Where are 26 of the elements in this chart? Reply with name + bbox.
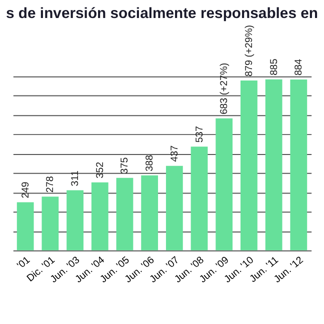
data-label: 311 xyxy=(70,170,82,186)
bar xyxy=(66,190,84,250)
bar xyxy=(265,79,282,250)
bar xyxy=(16,202,34,250)
bar xyxy=(240,80,258,250)
bar xyxy=(91,182,108,250)
bar xyxy=(42,196,59,250)
data-label: 249 xyxy=(20,181,32,198)
bar xyxy=(216,118,233,250)
data-label: 537 xyxy=(194,126,206,143)
x-tick-label: '01 xyxy=(15,254,33,272)
bar xyxy=(190,146,208,250)
data-label: 884 xyxy=(294,58,305,76)
bar xyxy=(166,166,183,250)
data-label: 352 xyxy=(94,161,106,178)
bar xyxy=(141,175,158,250)
data-label: 388 xyxy=(144,154,156,172)
data-label: 683 (+27%) xyxy=(219,62,230,114)
data-label: 278 xyxy=(45,176,56,193)
bar xyxy=(290,80,308,250)
data-label: 879 (+29%) xyxy=(244,24,255,77)
data-label: 885 xyxy=(268,58,280,76)
data-label: 375 xyxy=(120,156,131,174)
data-label: 437 xyxy=(169,144,180,162)
bar xyxy=(116,178,134,250)
chart-title: s de inversión socialmente responsables en xyxy=(6,6,318,22)
